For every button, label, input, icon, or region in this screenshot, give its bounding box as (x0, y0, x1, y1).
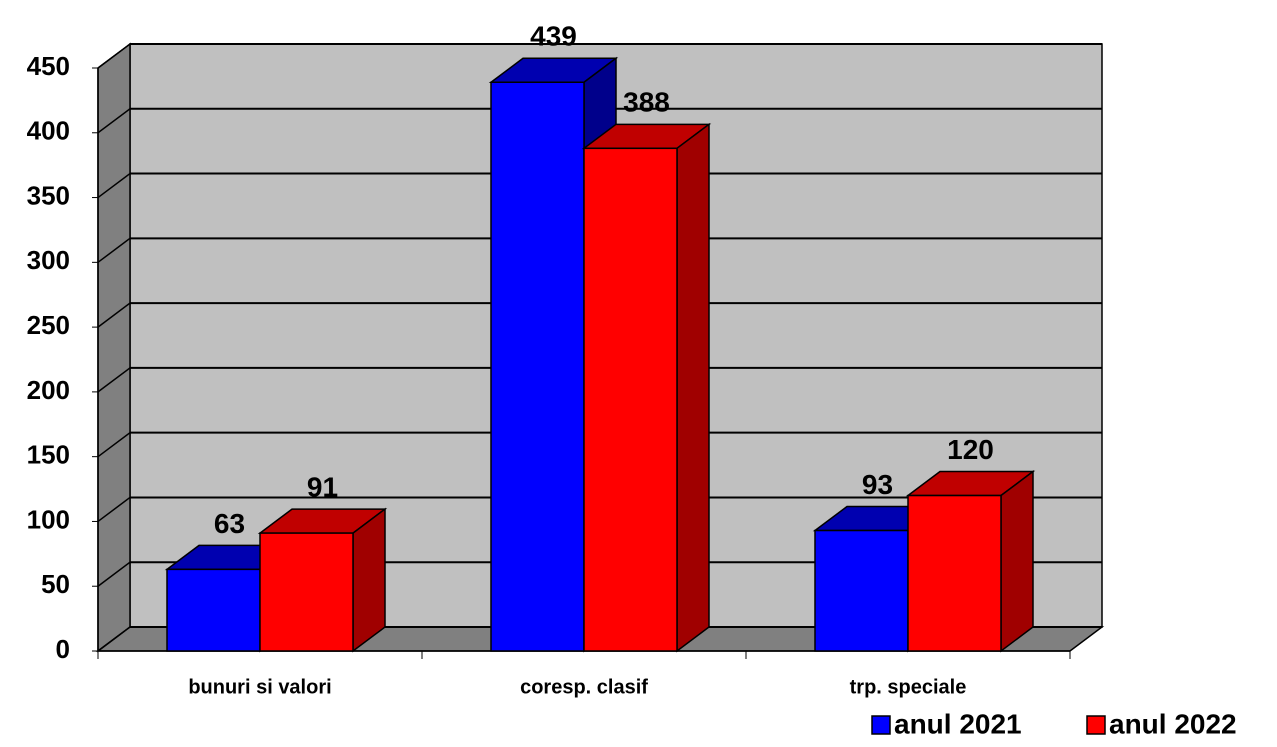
grid-line (97, 237, 131, 263)
bar (583, 147, 678, 652)
y-tick-label: 0 (56, 634, 70, 664)
legend-swatch (1086, 715, 1106, 735)
y-tick-label: 150 (27, 440, 70, 470)
y-tick-label: 250 (27, 310, 70, 340)
bar (259, 532, 354, 652)
grid-line (97, 432, 131, 458)
x-tick-label: trp. speciale (850, 676, 967, 698)
grid-line (97, 561, 131, 587)
bar-side (352, 507, 386, 653)
y-tick-label: 200 (27, 375, 70, 405)
y-tick-label: 450 (27, 51, 70, 81)
value-label: 93 (862, 469, 893, 500)
y-tick-label: 100 (27, 504, 70, 534)
bar-side (676, 122, 710, 653)
legend-label: anul 2021 (894, 708, 1022, 739)
side-wall (97, 42, 131, 653)
grid-line (97, 626, 131, 652)
legend-label: anul 2022 (1109, 708, 1237, 739)
y-tick-label: 350 (27, 180, 70, 210)
y-tick-label: 400 (27, 116, 70, 146)
grid-line (97, 43, 131, 69)
y-tick-label: 50 (41, 569, 70, 599)
legend-swatch (871, 715, 891, 735)
y-tick-label: 300 (27, 245, 70, 275)
grid-line (97, 302, 131, 328)
bar-side (1000, 470, 1034, 653)
value-label: 63 (214, 508, 245, 539)
bar (490, 81, 585, 652)
grid-line (97, 172, 131, 199)
grid-line (97, 108, 131, 134)
value-label: 91 (307, 471, 338, 502)
bar (907, 494, 1002, 652)
x-tick-label: bunuri si valori (188, 676, 331, 698)
bar (814, 529, 909, 652)
value-label: 388 (623, 87, 670, 118)
grid-line (97, 496, 131, 523)
bar (166, 568, 261, 652)
x-tick-label: coresp. clasif (520, 676, 648, 698)
grid-line (97, 367, 131, 393)
value-label: 120 (947, 434, 994, 465)
value-label: 439 (530, 21, 577, 52)
